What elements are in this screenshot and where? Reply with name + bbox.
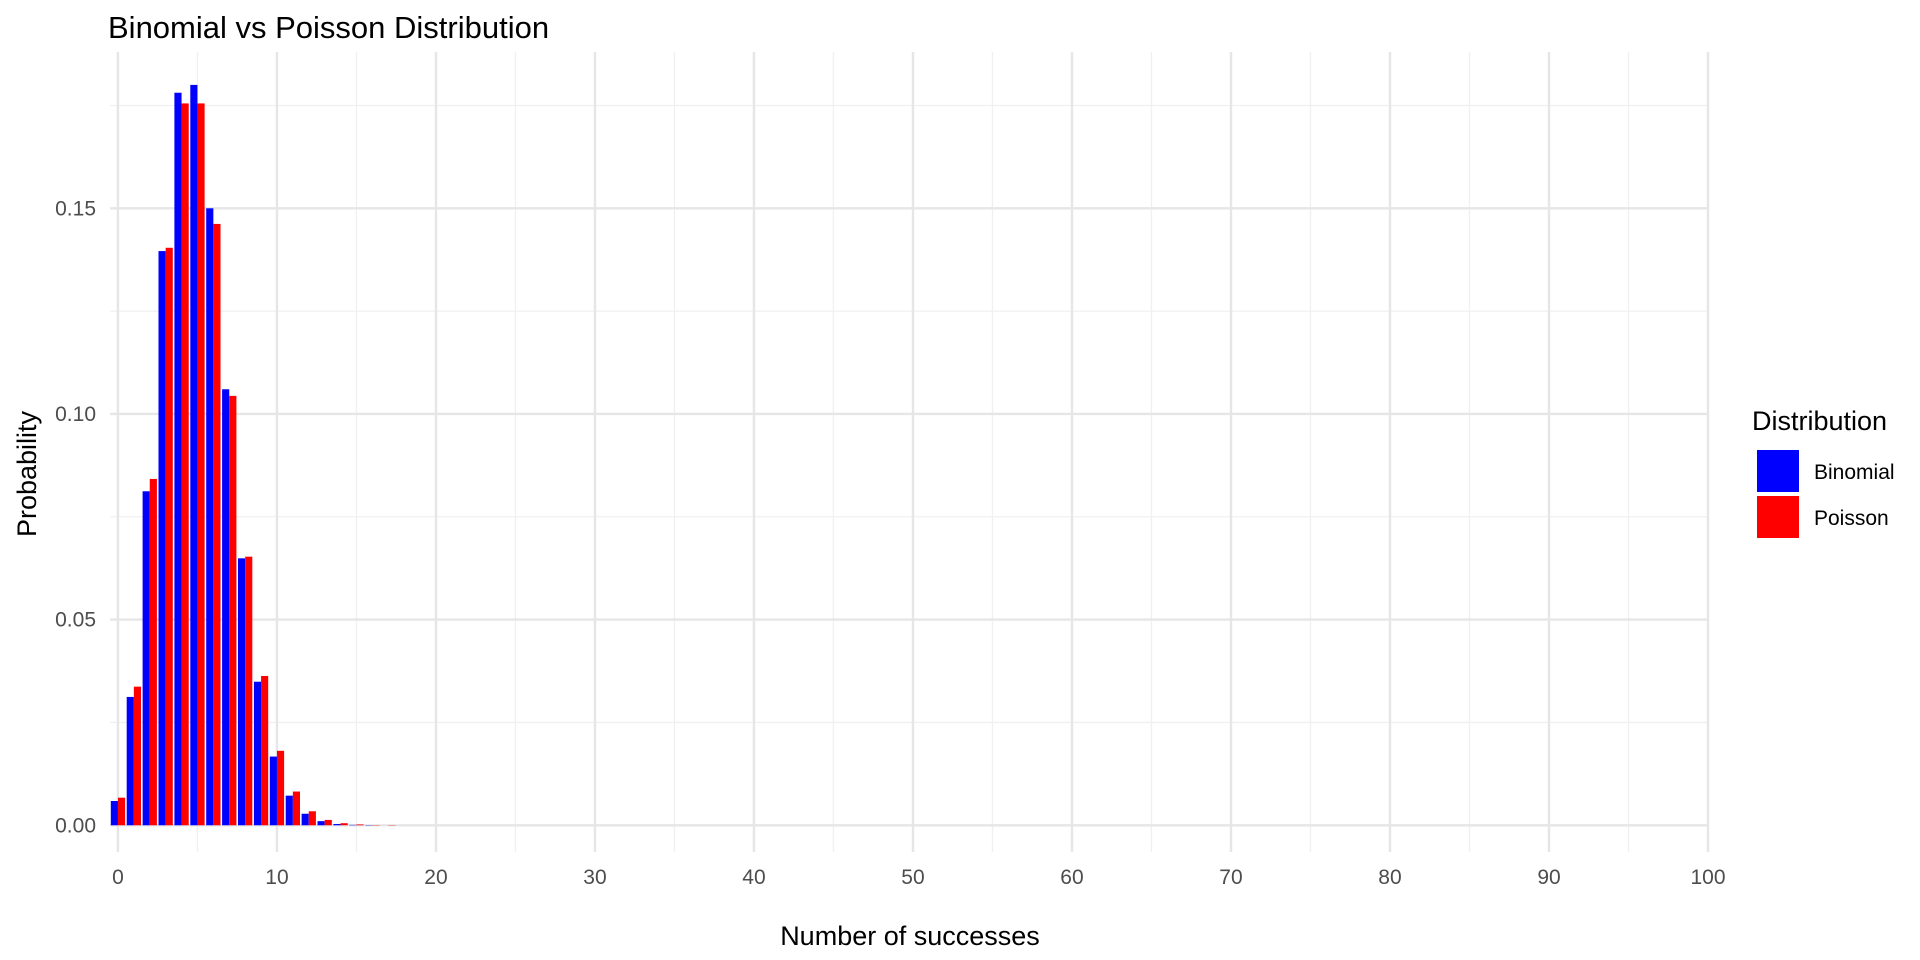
x-tick-labels: 0 10 20 30 40 50 60 70 80 90 100 (112, 866, 1725, 889)
bar-binomial-0 (110, 800, 118, 826)
x-tick-label: 50 (901, 866, 924, 889)
grid (110, 52, 1710, 852)
x-tick-label: 80 (1378, 866, 1401, 889)
bar-poisson-15 (356, 824, 364, 826)
x-tick-label: 40 (742, 866, 765, 889)
bar-binomial-13 (317, 821, 325, 826)
legend-label-binomial: Binomial (1814, 461, 1895, 484)
x-tick-label: 90 (1537, 866, 1560, 889)
bar-poisson-7 (229, 395, 237, 826)
legend-key-poisson (1757, 496, 1799, 538)
bar-binomial-1 (126, 696, 134, 826)
bar-binomial-4 (174, 92, 182, 826)
bar-poisson-3 (165, 247, 173, 826)
bar-poisson-4 (181, 103, 189, 826)
bar-poisson-14 (340, 823, 348, 826)
bar-binomial-8 (237, 558, 246, 826)
x-tick-label: 20 (424, 866, 447, 889)
bar-poisson-8 (245, 556, 253, 826)
bars (110, 84, 396, 826)
bar-poisson-1 (133, 686, 142, 826)
bar-poisson-6 (213, 223, 221, 826)
y-tick-label: 0.10 (55, 403, 96, 426)
x-tick-label: 0 (112, 866, 124, 889)
x-axis-title: Number of successes (780, 921, 1040, 951)
x-tick-label: 100 (1690, 866, 1725, 889)
bar-binomial-11 (285, 795, 293, 826)
y-axis-title: Probability (12, 410, 42, 537)
bar-binomial-3 (158, 251, 166, 826)
x-tick-label: 30 (583, 866, 606, 889)
y-tick-label: 0.05 (55, 609, 96, 632)
y-tick-labels: 0.00 0.05 0.10 0.15 (55, 197, 96, 837)
bar-binomial-2 (142, 491, 150, 826)
bar-binomial-5 (190, 84, 198, 826)
y-tick-label: 0.00 (55, 814, 96, 837)
x-tick-label: 70 (1219, 866, 1242, 889)
x-tick-label: 60 (1060, 866, 1083, 889)
legend-title: Distribution (1752, 406, 1887, 436)
x-tick-label: 10 (265, 866, 288, 889)
bar-binomial-9 (253, 681, 262, 826)
bar-binomial-6 (206, 208, 214, 826)
bar-binomial-10 (269, 756, 277, 826)
bar-poisson-11 (292, 791, 301, 826)
bar-poisson-5 (197, 103, 205, 826)
bar-binomial-12 (301, 813, 309, 826)
legend: Distribution Binomial Poisson (1752, 406, 1895, 538)
bar-poisson-12 (308, 811, 316, 826)
bar-poisson-2 (149, 478, 157, 826)
bar-poisson-10 (276, 750, 285, 826)
bar-binomial-14 (333, 824, 341, 826)
bar-poisson-9 (261, 675, 269, 826)
bar-poisson-0 (117, 797, 126, 826)
bar-poisson-13 (324, 819, 332, 826)
legend-label-poisson: Poisson (1814, 507, 1889, 530)
bar-binomial-7 (222, 389, 230, 826)
legend-key-binomial (1757, 450, 1799, 492)
chart-title: Binomial vs Poisson Distribution (108, 10, 549, 45)
y-tick-label: 0.15 (55, 197, 96, 220)
